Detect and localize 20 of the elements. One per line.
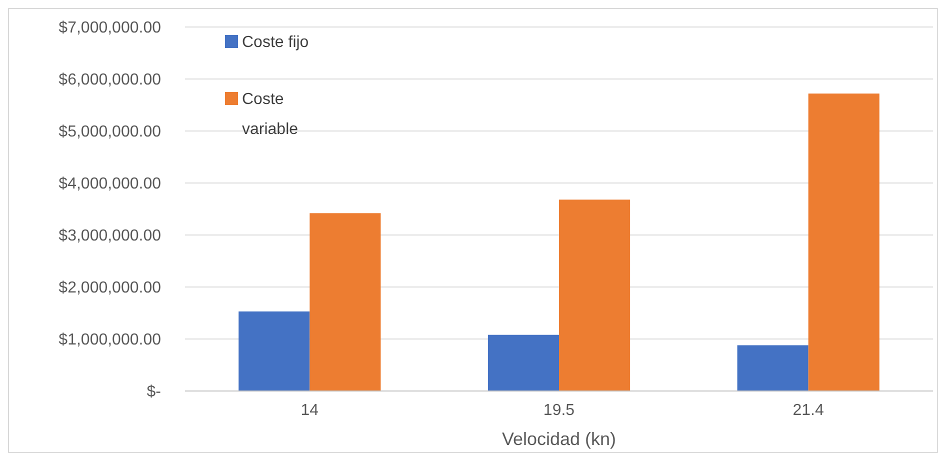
x-tick-label: 19.5 xyxy=(543,402,575,419)
bar xyxy=(310,213,381,391)
bar xyxy=(737,345,808,391)
y-tick-label: $5,000,000.00 xyxy=(58,124,162,141)
y-tick-label: $3,000,000.00 xyxy=(58,228,162,245)
y-tick-label: $- xyxy=(146,384,161,401)
x-tick-label: 14 xyxy=(300,402,319,419)
bar xyxy=(238,311,310,391)
x-axis-title: Velocidad (kn) xyxy=(502,429,616,449)
legend-label: Coste fijo xyxy=(242,34,309,51)
legend-label: Coste variable xyxy=(242,91,298,138)
y-tick-label: $6,000,000.00 xyxy=(58,72,162,89)
bar xyxy=(808,94,880,391)
x-tick-label: 21.4 xyxy=(792,402,824,419)
bar xyxy=(559,200,630,391)
y-tick-label: $2,000,000.00 xyxy=(58,280,162,297)
y-tick-label: $1,000,000.00 xyxy=(58,332,162,349)
y-tick-label: $4,000,000.00 xyxy=(58,176,162,193)
bar xyxy=(488,334,559,391)
y-tick-label: $7,000,000.00 xyxy=(58,20,162,37)
